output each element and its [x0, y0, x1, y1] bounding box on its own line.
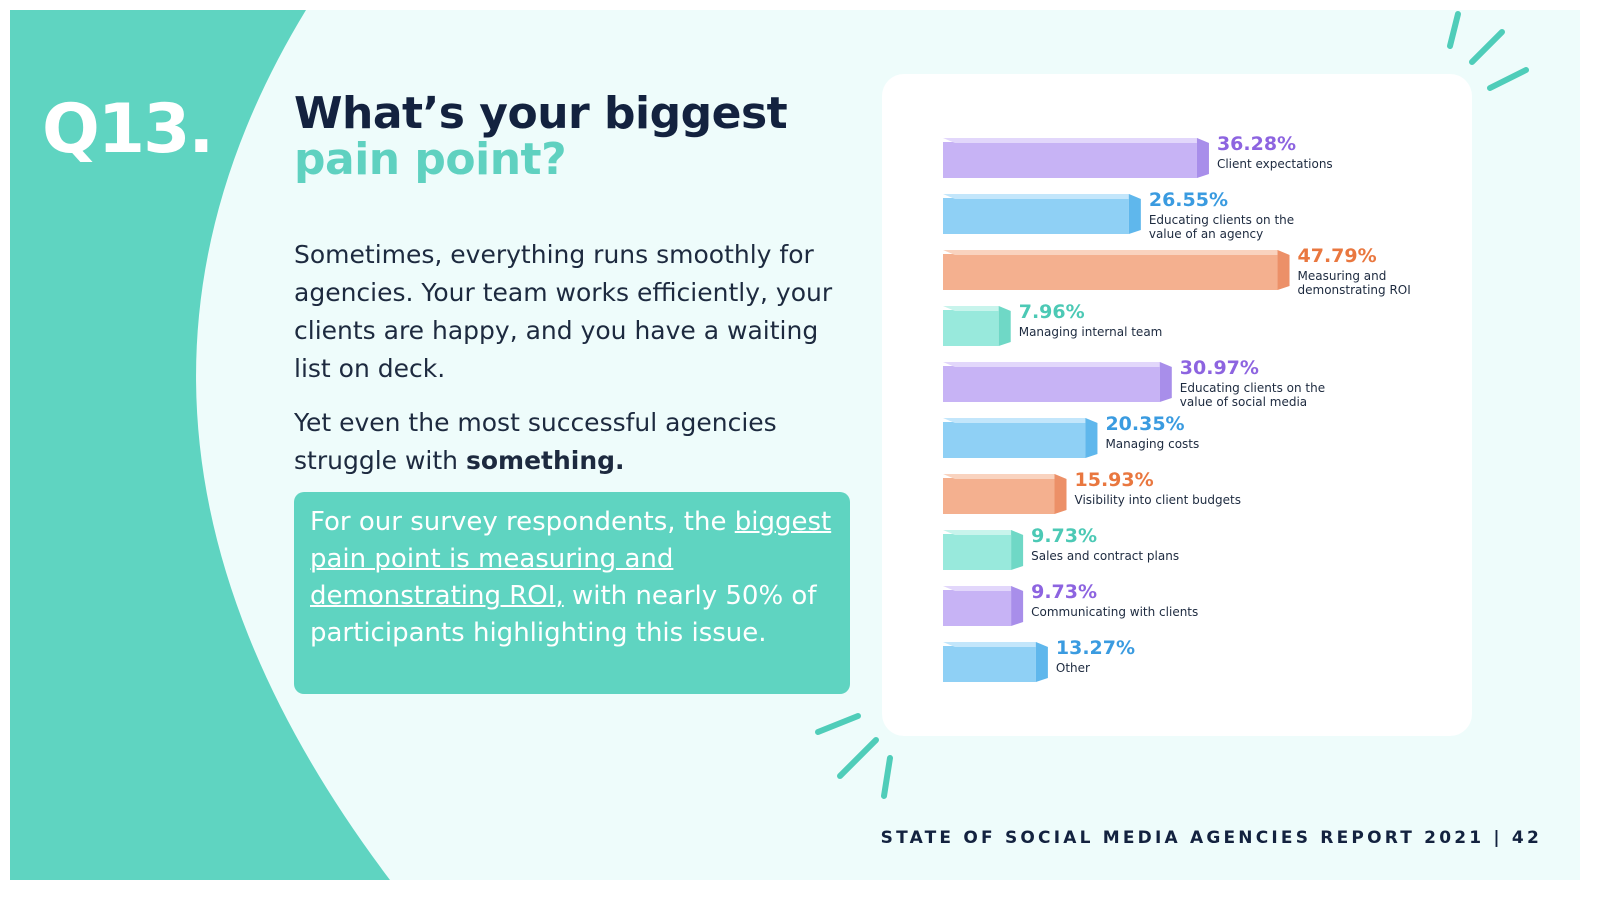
bar-side	[1196, 138, 1209, 178]
bar-value-label: 30.97%	[1180, 357, 1259, 379]
bar-category-label: value of an agency	[1149, 227, 1263, 241]
bar	[943, 142, 1197, 178]
callout-text-after: with nearly 50% of participants highligh…	[310, 581, 817, 648]
bar-side	[1159, 362, 1172, 402]
bar	[943, 254, 1278, 290]
page-title-line2: pain point?	[294, 134, 567, 185]
bar-side	[1011, 530, 1024, 570]
bar-top	[943, 250, 1290, 255]
bar	[943, 366, 1160, 402]
bar	[943, 422, 1086, 458]
bar-category-label: demonstrating ROI	[1298, 283, 1411, 297]
bar-side	[1128, 194, 1141, 234]
bar-value-label: 9.73%	[1031, 525, 1097, 547]
bar-group: 15.93% Visibility into client budgets	[943, 469, 1241, 514]
bar-value-label: 9.73%	[1031, 581, 1097, 603]
teal-background-shape	[10, 10, 390, 880]
callout-text-before: For our survey respondents, the	[310, 507, 727, 537]
bar-side	[998, 306, 1011, 346]
bar-category-label: Measuring and	[1298, 269, 1387, 283]
page-title-line1: What’s your biggest	[294, 88, 788, 139]
bar	[943, 198, 1129, 234]
report-footer: STATE OF SOCIAL MEDIA AGENCIES REPORT 20…	[880, 828, 1542, 848]
bar-category-label: Client expectations	[1217, 157, 1333, 171]
bar-side	[1054, 474, 1067, 514]
bar-top	[943, 306, 1011, 311]
bar-category-label: Visibility into client budgets	[1075, 493, 1241, 507]
deco-stroke	[1487, 67, 1529, 91]
bar-category-label: Educating clients on the	[1149, 213, 1294, 227]
bar-value-label: 26.55%	[1149, 189, 1228, 211]
bar-top	[943, 194, 1141, 199]
bar-value-label: 15.93%	[1075, 469, 1154, 491]
bar	[943, 534, 1012, 570]
deco-stroke	[881, 755, 893, 799]
bar-value-label: 13.27%	[1056, 637, 1135, 659]
second-paragraph: Yet even the most successful agencies st…	[294, 404, 854, 480]
bar-top	[943, 138, 1209, 143]
bar-side	[1035, 642, 1048, 682]
question-number: Q13.	[42, 90, 214, 169]
bar	[943, 590, 1012, 626]
bar-top	[943, 642, 1048, 647]
bar-category-label: Sales and contract plans	[1031, 549, 1179, 563]
bar	[943, 646, 1036, 682]
bar-top	[943, 530, 1024, 535]
bar-chart: 36.28% Client expectations 26.55% Educating…	[943, 133, 1411, 682]
bar-category-label: Managing internal team	[1019, 325, 1163, 339]
bar-side	[1277, 250, 1290, 290]
bar-value-label: 20.35%	[1105, 413, 1184, 435]
bar-value-label: 7.96%	[1019, 301, 1085, 323]
bar-group: 9.73% Communicating with clients	[943, 581, 1198, 626]
decorative-strokes	[815, 11, 1529, 799]
bar-top	[943, 474, 1067, 479]
bar-side	[1011, 586, 1024, 626]
bar-group: 7.96% Managing internal team	[943, 301, 1162, 346]
bar-side	[1085, 418, 1098, 458]
bar	[943, 478, 1055, 514]
callout-highlight: biggest pain point is measuring and demo…	[310, 507, 832, 611]
bar-top	[943, 586, 1024, 591]
slide: Q13. What’s your biggest pain point? Som…	[10, 10, 1580, 880]
bar-category-label: Educating clients on the	[1180, 381, 1325, 395]
bar-category-label: value of social media	[1180, 395, 1307, 409]
bar-value-label: 47.79%	[1298, 245, 1377, 267]
deco-stroke	[837, 737, 879, 779]
deco-stroke	[815, 713, 861, 735]
bar-group: 36.28% Client expectations	[943, 133, 1333, 178]
second-paragraph-text: Yet even the most successful agencies st…	[294, 408, 777, 475]
bar-group: 20.35% Managing costs	[943, 413, 1199, 458]
bar-top	[943, 362, 1172, 367]
bar-category-label: Other	[1056, 661, 1090, 675]
second-paragraph-bold: something.	[465, 446, 625, 475]
callout-box: For our survey respondents, the biggest …	[294, 492, 850, 694]
chart-card: 36.28% Client expectations 26.55% Educating…	[882, 74, 1472, 736]
bar-group: 9.73% Sales and contract plans	[943, 525, 1179, 570]
bar-value-label: 36.28%	[1217, 133, 1296, 155]
bar-top	[943, 418, 1098, 423]
bar-group: 13.27% Other	[943, 637, 1135, 682]
bar-category-label: Managing costs	[1105, 437, 1199, 451]
deco-stroke	[1447, 11, 1461, 49]
deco-stroke	[1469, 29, 1505, 65]
bar	[943, 310, 999, 346]
bar-category-label: Communicating with clients	[1031, 605, 1198, 619]
intro-paragraph: Sometimes, everything runs smoothly for …	[294, 240, 833, 383]
